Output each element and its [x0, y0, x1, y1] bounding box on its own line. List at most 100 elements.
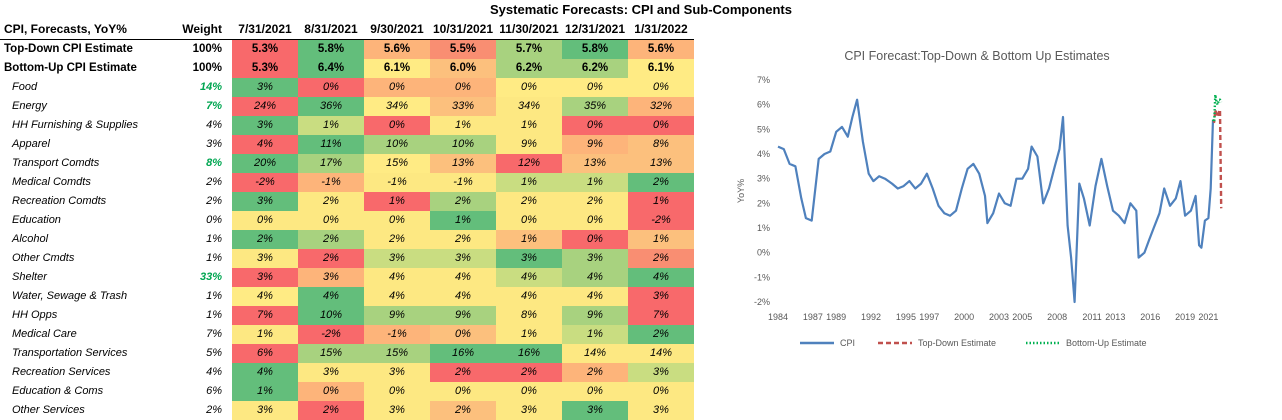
value-cell: 5.7%	[496, 39, 562, 59]
value-cell: 15%	[298, 344, 364, 363]
chart-title: CPI Forecast:Top-Down & Bottom Up Estima…	[844, 49, 1109, 63]
value-cell: 1%	[364, 192, 430, 211]
value-cell: 3%	[232, 401, 298, 420]
value-cell: 0%	[628, 116, 694, 135]
value-cell: 14%	[562, 344, 628, 363]
value-cell: 1%	[232, 382, 298, 401]
row-label: Top-Down CPI Estimate	[4, 43, 133, 55]
row-label: Transport Comdts	[12, 157, 100, 169]
row-weight: 1%	[206, 309, 222, 321]
value-cell: 2%	[232, 230, 298, 249]
row-label: Education & Coms	[12, 385, 104, 397]
value-cell: 1%	[298, 116, 364, 135]
row-weight: 7%	[206, 100, 222, 112]
x-tick-label: 1987	[803, 312, 823, 322]
value-cell: 0%	[232, 211, 298, 230]
value-cell: 16%	[430, 344, 496, 363]
weight-header: Weight	[162, 20, 232, 40]
value-cell: 0%	[628, 78, 694, 97]
value-cell: 1%	[496, 325, 562, 344]
value-cell: 1%	[562, 173, 628, 192]
value-cell: 4%	[364, 287, 430, 306]
value-cell: 14%	[628, 344, 694, 363]
value-cell: 6.4%	[298, 59, 364, 78]
value-cell: -2%	[232, 173, 298, 192]
value-cell: 2%	[430, 401, 496, 420]
value-cell: 0%	[364, 78, 430, 97]
value-cell: 3%	[232, 249, 298, 268]
value-cell: 3%	[364, 401, 430, 420]
row-weight: 2%	[206, 404, 222, 416]
value-cell: 0%	[562, 382, 628, 401]
value-cell: 0%	[562, 230, 628, 249]
value-cell: 3%	[298, 268, 364, 287]
value-cell: 1%	[232, 325, 298, 344]
value-cell: 6.2%	[562, 59, 628, 78]
value-cell: 3%	[628, 363, 694, 382]
row-weight: 4%	[206, 366, 222, 378]
date-header: 10/31/2021	[430, 20, 496, 40]
value-cell: 0%	[496, 78, 562, 97]
row-label: Water, Sewage & Trash	[12, 290, 128, 302]
value-cell: -1%	[298, 173, 364, 192]
value-cell: 3%	[364, 363, 430, 382]
row-weight: 7%	[206, 328, 222, 340]
table-row: Apparel 3% 4% 11% 10% 10% 9% 9% 8%	[0, 135, 694, 154]
value-cell: 4%	[430, 287, 496, 306]
table-row: HH Furnishing & Supplies 4% 3% 1% 0% 1% 1% 0% 0%	[0, 116, 694, 135]
value-cell: 6.0%	[430, 59, 496, 78]
value-cell: 34%	[496, 97, 562, 116]
value-cell: 2%	[430, 230, 496, 249]
table-row: Food 14% 3% 0% 0% 0% 0% 0% 0%	[0, 78, 694, 97]
cpi-chart: CPI Forecast:Top-Down & Bottom Up Estima…	[730, 38, 1270, 363]
date-header: 1/31/2022	[628, 20, 694, 40]
row-weight: 1%	[206, 233, 222, 245]
date-header: 7/31/2021	[232, 20, 298, 40]
legend-label: CPI	[840, 338, 855, 348]
value-cell: 7%	[628, 306, 694, 325]
row-weight: 14%	[199, 81, 222, 93]
value-cell: 11%	[298, 135, 364, 154]
value-cell: 2%	[496, 363, 562, 382]
row-weight: 33%	[199, 271, 222, 283]
y-tick-label: 7%	[757, 75, 770, 85]
value-cell: 0%	[364, 211, 430, 230]
table-row: Water, Sewage & Trash 1% 4% 4% 4% 4% 4% 4% 3%	[0, 287, 694, 306]
header-label: CPI, Forecasts, YoY%	[0, 20, 162, 40]
table-row: Medical Care 7% 1% -2% -1% 0% 1% 1% 2%	[0, 325, 694, 344]
row-label: HH Opps	[12, 309, 58, 321]
date-header: 8/31/2021	[298, 20, 364, 40]
x-tick-label: 2021	[1198, 312, 1218, 322]
value-cell: -1%	[364, 325, 430, 344]
value-cell: 1%	[430, 211, 496, 230]
table-row: Top-Down CPI Estimate 100% 5.3% 5.8% 5.6% 5.5…	[0, 39, 694, 59]
x-tick-label: 2000	[954, 312, 974, 322]
value-cell: 13%	[430, 154, 496, 173]
value-cell: 17%	[298, 154, 364, 173]
cpi-chart-svg: CPI Forecast:Top-Down & Bottom Up Estima…	[736, 49, 1223, 348]
value-cell: 10%	[430, 135, 496, 154]
row-label: Alcohol	[12, 233, 49, 245]
y-axis-label: YoY%	[736, 179, 746, 203]
value-cell: 0%	[628, 382, 694, 401]
x-tick-label: 1984	[768, 312, 788, 322]
table-row: Recreation Comdts 2% 3% 2% 1% 2% 2% 2% 1%	[0, 192, 694, 211]
value-cell: 3%	[364, 249, 430, 268]
value-cell: 3%	[628, 401, 694, 420]
y-tick-label: -1%	[754, 272, 770, 282]
value-cell: 15%	[364, 154, 430, 173]
value-cell: 10%	[364, 135, 430, 154]
value-cell: 13%	[562, 154, 628, 173]
y-tick-label: 0%	[757, 248, 770, 258]
value-cell: -2%	[628, 211, 694, 230]
series-line	[777, 98, 1215, 304]
x-tick-label: 1997	[919, 312, 939, 322]
value-cell: 32%	[628, 97, 694, 116]
value-cell: 5.6%	[628, 39, 694, 59]
value-cell: 5.8%	[298, 39, 364, 59]
value-cell: 6.1%	[628, 59, 694, 78]
table-row: Education & Coms 6% 1% 0% 0% 0% 0% 0% 0%	[0, 382, 694, 401]
value-cell: 4%	[628, 268, 694, 287]
value-cell: 34%	[364, 97, 430, 116]
value-cell: 15%	[364, 344, 430, 363]
